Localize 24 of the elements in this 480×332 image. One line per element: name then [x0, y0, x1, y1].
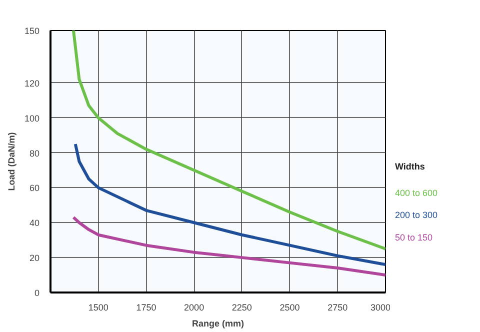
y-tick-label: 100	[24, 113, 40, 124]
x-axis-title: Range (mm)	[192, 318, 244, 328]
y-tick-label: 0	[34, 288, 40, 298]
line-series	[74, 142, 386, 266]
y-tick-label: 60	[29, 183, 40, 194]
x-tick-label: 1500	[88, 302, 108, 312]
x-tick-label: 1750	[136, 302, 156, 312]
x-tick-label: 2750	[328, 302, 348, 312]
text: 400 to 600	[395, 188, 438, 198]
y-tick-label: 120	[24, 78, 40, 88]
x-tick-label: 2000	[184, 302, 204, 312]
y-axis-title: Load (DaN/m)	[6, 132, 16, 191]
y-tick-label: 80	[29, 148, 40, 158]
text: 50 to 150	[395, 232, 433, 242]
text: 200 to 300	[395, 210, 438, 220]
y-tick-label: 150	[24, 26, 40, 36]
y-tick-label: 20	[29, 253, 40, 264]
line-series	[72, 216, 386, 277]
x-tick-label: 3000	[370, 302, 391, 312]
x-tick-label: 2500	[280, 302, 300, 312]
legend-title: Widths	[395, 162, 425, 172]
x-tick-label: 2250	[232, 302, 252, 312]
line-series	[72, 30, 386, 250]
y-tick-label: 40	[29, 218, 40, 228]
